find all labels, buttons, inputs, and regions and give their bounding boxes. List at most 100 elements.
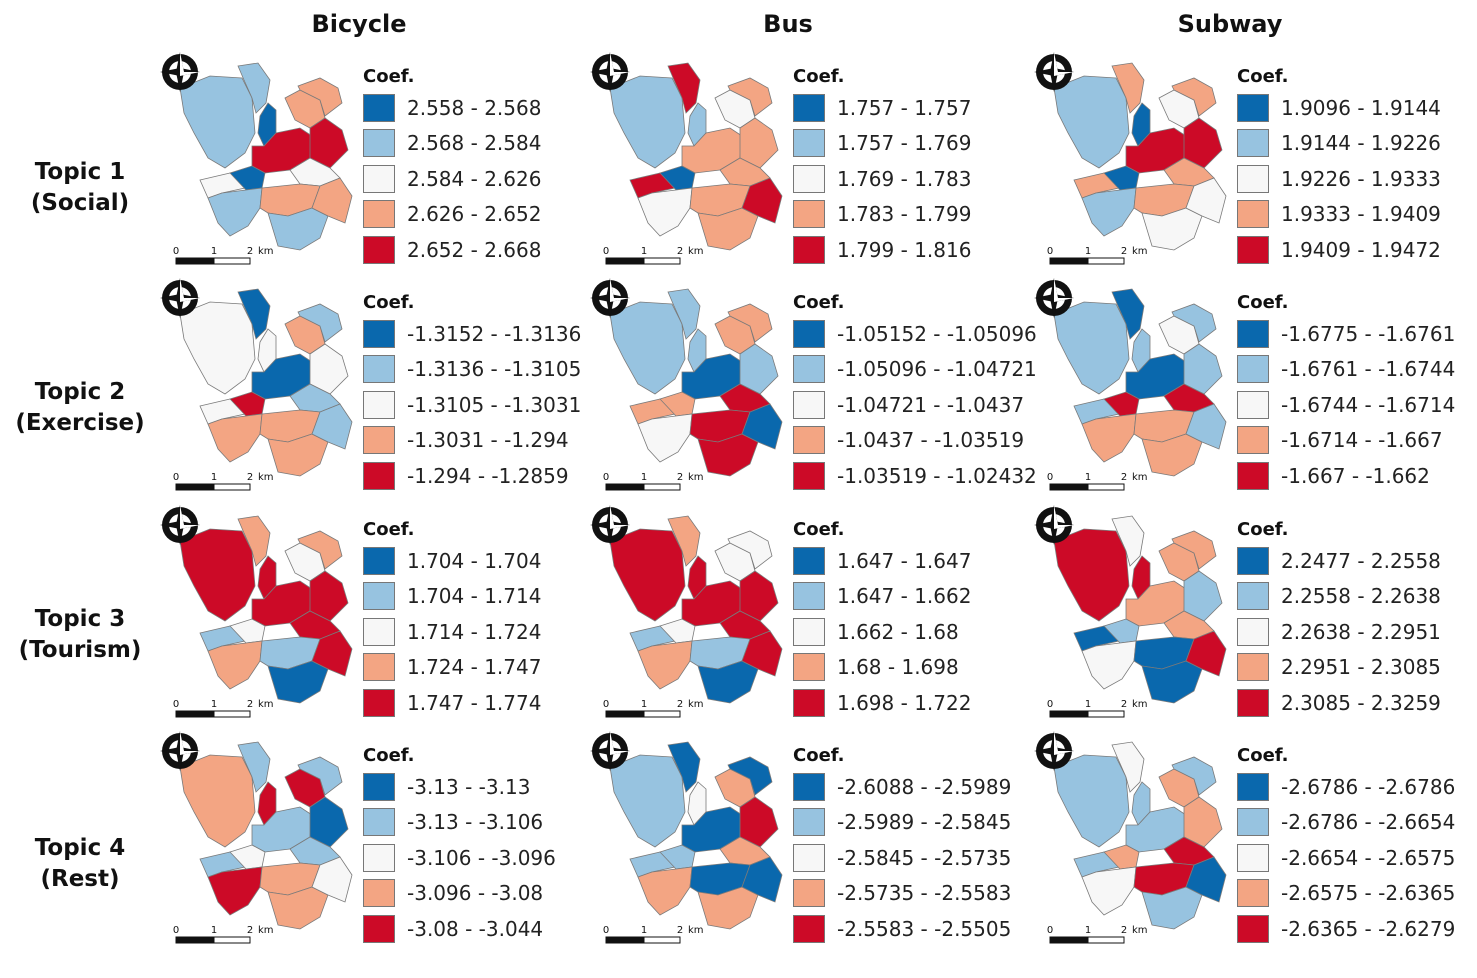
district-region (741, 177, 783, 224)
legend-item: -2.5989 - -2.5845 (793, 805, 1011, 841)
legend-range-label: -1.6775 - -1.6761 (1281, 321, 1456, 346)
legend-item: 1.68 - 1.698 (793, 650, 971, 686)
compass-rose-icon (1034, 52, 1074, 92)
scale-tick-label: 1 (211, 925, 217, 936)
legend-range-label: 2.626 - 2.652 (407, 202, 542, 227)
district-region (1111, 515, 1145, 567)
district-region (229, 165, 266, 191)
legend-title: Coef. (793, 745, 845, 766)
scale-bar: 0 1 2 km (1047, 246, 1148, 265)
legend-range-label: -1.6714 - -1.667 (1281, 428, 1443, 453)
legend-range-label: 1.9144 - 1.9226 (1281, 131, 1441, 156)
legend-swatch (363, 93, 395, 122)
legend-swatch (363, 461, 395, 490)
district-region (267, 433, 329, 477)
legend: Coef. -1.05152 - -1.05096 -1.05096 - -1.04… (793, 290, 1037, 494)
legend-item: 2.626 - 2.652 (363, 197, 541, 233)
district-region (1103, 844, 1140, 870)
legend-swatch (363, 235, 395, 264)
district-map (1053, 515, 1227, 704)
legend-item: 1.9144 - 1.9226 (1237, 126, 1441, 162)
legend-range-label: -2.6786 - -2.6654 (1281, 810, 1456, 835)
scale-tick-label: 2 (677, 472, 683, 483)
legend-range-label: 2.584 - 2.626 (407, 166, 542, 191)
legend-item: 2.584 - 2.626 (363, 161, 541, 197)
legend-item: 2.568 - 2.584 (363, 126, 541, 162)
legend-range-label: -2.5845 - -2.5735 (837, 845, 1012, 870)
legend-swatch (1237, 914, 1269, 943)
district-map (1053, 62, 1227, 251)
district-region (637, 413, 693, 463)
legend-item: 1.9409 - 1.9472 (1237, 232, 1441, 268)
row-label-topic: Topic 4 (34, 835, 126, 861)
district-region (1053, 754, 1130, 848)
district-region (1111, 741, 1145, 793)
legend-title: Coef. (1237, 292, 1289, 313)
legend-range-label: 2.2951 - 2.3085 (1281, 655, 1441, 680)
row-label-topic: Topic 1 (34, 159, 126, 185)
legend-item: -1.05152 - -1.05096 (793, 316, 1037, 352)
compass-rose-icon (590, 731, 630, 771)
district-region (659, 844, 696, 870)
choropleth-map: 0 1 2 km (1034, 505, 1227, 718)
legend-range-label: -1.03519 - -1.02432 (837, 463, 1037, 488)
legend-range-label: -3.13 - -3.106 (407, 810, 544, 835)
district-region (297, 77, 343, 117)
row-label-topic-3: Topic 3 (Tourism) (0, 604, 160, 666)
legend-swatch (363, 164, 395, 193)
legend-range-label: -1.05096 - -1.04721 (837, 357, 1037, 382)
map-panel: 0 1 2 km Coef. -2.6088 - -2.5989 -2.5989 - -2.… (588, 729, 1058, 957)
choropleth-map: 0 1 2 km (160, 505, 353, 718)
legend-swatch (793, 390, 825, 419)
legend-item: 1.714 - 1.724 (363, 614, 541, 650)
scale-tick-label: 1 (1085, 699, 1091, 710)
legend-item: 1.647 - 1.662 (793, 579, 971, 615)
legend-item: -2.6654 - -2.6575 (1237, 840, 1455, 876)
district-region (179, 754, 256, 848)
scale-unit-label: km (258, 472, 274, 483)
district-region (741, 630, 783, 677)
district-region (1141, 207, 1203, 251)
scale-unit-label: km (688, 925, 704, 936)
scale-unit-label: km (1132, 472, 1148, 483)
legend-item: -1.05096 - -1.04721 (793, 352, 1037, 388)
legend-swatch (793, 617, 825, 646)
map-panel: 0 1 2 km Coef. -1.3152 - -1.3136 -1.3136 - -1.… (158, 276, 628, 504)
map-panel: 0 1 2 km Coef. -3.13 - -3.13 -3.13 - -3.106 -3.… (158, 729, 628, 957)
legend-item: -1.3031 - -1.294 (363, 423, 581, 459)
scale-tick-label: 0 (603, 472, 609, 483)
district-region (179, 301, 256, 395)
district-region (609, 301, 686, 395)
scale-tick-label: 1 (1085, 925, 1091, 936)
district-region (727, 756, 773, 796)
legend-title: Coef. (793, 292, 845, 313)
legend-item: 2.2951 - 2.3085 (1237, 650, 1441, 686)
legend-item: -1.6744 - -1.6714 (1237, 387, 1455, 423)
legend: Coef. 2.2477 - 2.2558 2.2558 - 2.2638 2.263… (1237, 517, 1441, 721)
district-region (297, 303, 343, 343)
legend-item: 1.704 - 1.704 (363, 543, 541, 579)
district-region (637, 187, 693, 237)
district-region (609, 528, 686, 622)
district-region (1103, 618, 1140, 644)
district-region (1081, 413, 1137, 463)
district-region (267, 660, 329, 704)
district-region (1171, 77, 1217, 117)
district-region (1141, 660, 1203, 704)
legend-range-label: 1.662 - 1.68 (837, 619, 959, 644)
legend-swatch (363, 426, 395, 455)
legend-range-label: -2.5989 - -2.5845 (837, 810, 1012, 835)
legend-title: Coef. (363, 66, 415, 87)
choropleth-map: 0 1 2 km (1034, 278, 1227, 491)
scale-tick-label: 1 (1085, 246, 1091, 257)
legend-range-label: 1.724 - 1.747 (407, 655, 542, 680)
row-label-theme: (Exercise) (15, 410, 145, 436)
district-region (1053, 75, 1130, 169)
choropleth-map: 0 1 2 km (160, 278, 353, 491)
scale-bar: 0 1 2 km (603, 699, 704, 718)
legend-item: 1.704 - 1.714 (363, 579, 541, 615)
scale-unit-label: km (258, 246, 274, 257)
legend-swatch (363, 200, 395, 229)
district-region (1103, 165, 1140, 191)
scale-tick-label: 0 (603, 925, 609, 936)
